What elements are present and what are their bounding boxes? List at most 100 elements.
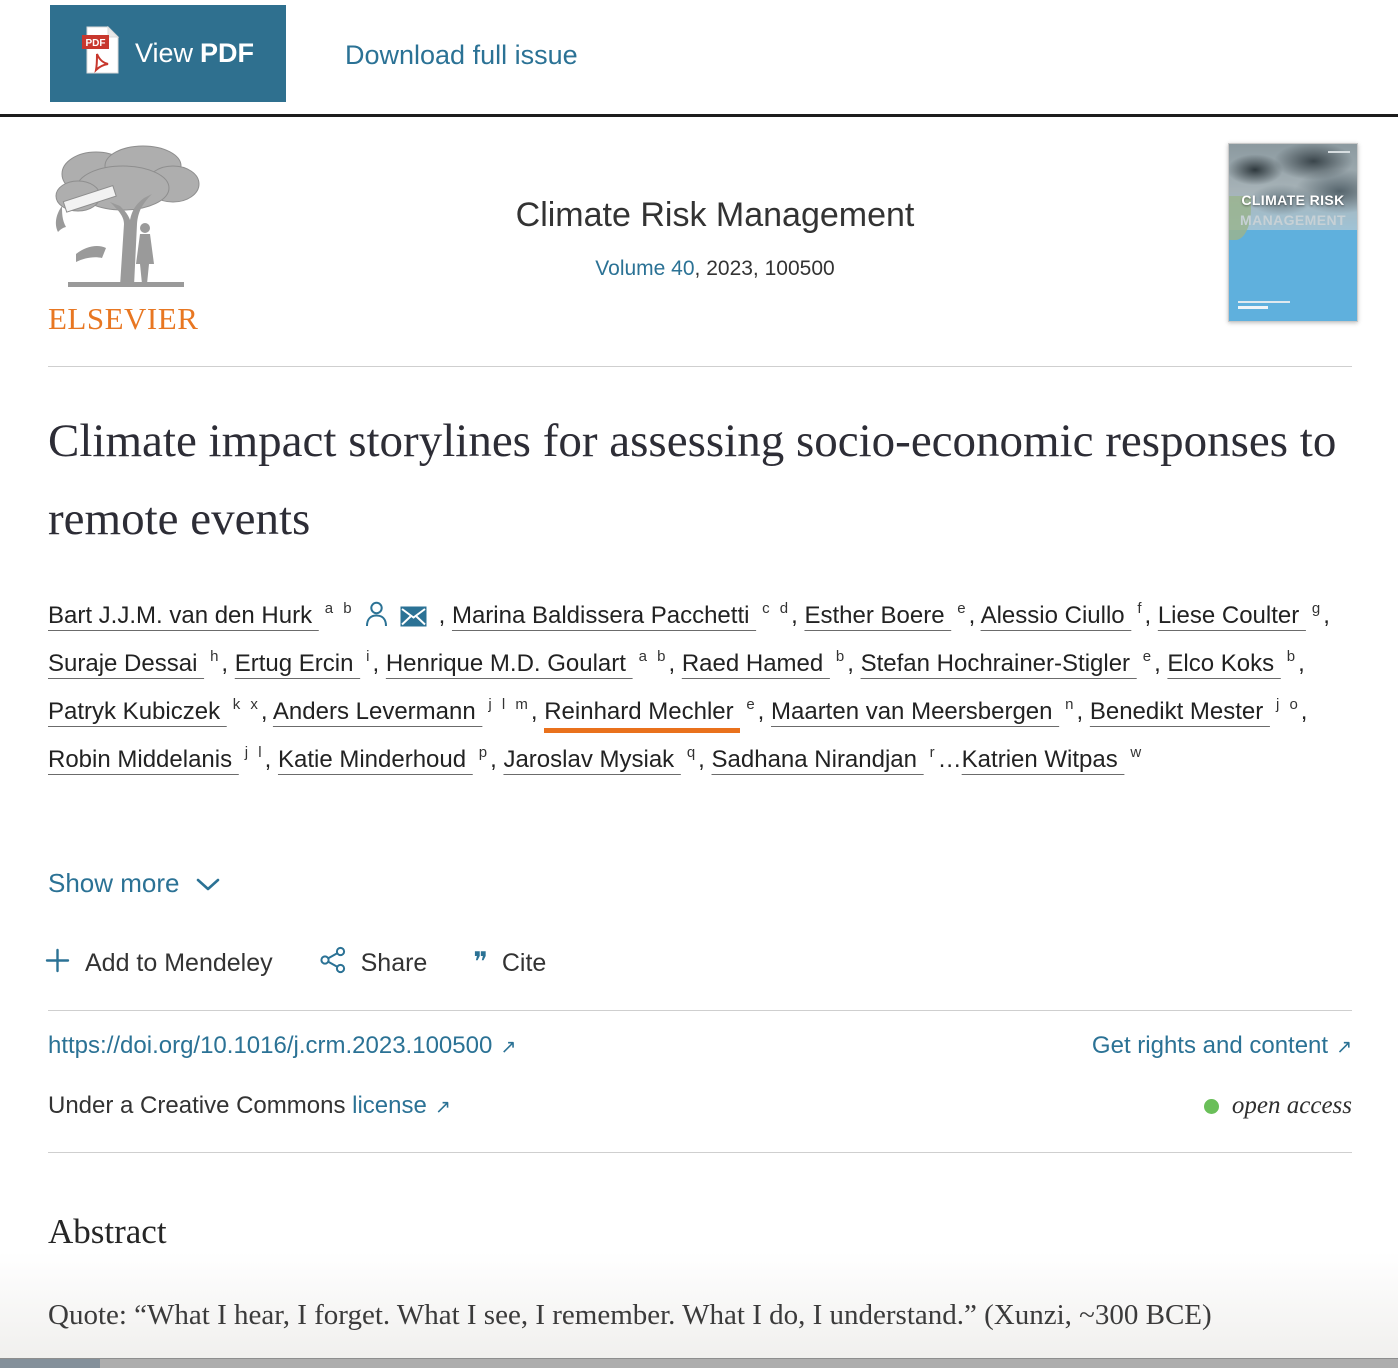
- view-pdf-button[interactable]: PDF View PDF: [50, 5, 286, 102]
- horizontal-scrollbar[interactable]: [0, 1358, 1398, 1368]
- author-link[interactable]: Patryk Kubiczek: [48, 698, 227, 725]
- author-link[interactable]: Esther Boere: [804, 602, 952, 629]
- rights-link[interactable]: Get rights and content ↗: [1091, 1032, 1352, 1059]
- author-affiliation-sup: c d: [762, 600, 792, 617]
- issue-suffix: , 2023, 100500: [694, 257, 835, 280]
- author-link[interactable]: Robin Middelanis: [48, 746, 239, 773]
- author-affiliation-sup: g: [1311, 600, 1324, 617]
- author-affiliation-sup: e: [957, 600, 969, 617]
- cover-title-line2: MANAGEMENT: [1240, 212, 1346, 228]
- cover-fineprint: [1238, 301, 1290, 303]
- elsevier-tree-icon: [48, 145, 206, 298]
- abstract-quote: Quote: “What I hear, I forget. What I se…: [48, 1299, 1212, 1331]
- author-separator: ,: [757, 698, 771, 725]
- svg-text:PDF: PDF: [85, 38, 105, 49]
- author-affiliation-sup: a b: [638, 648, 669, 665]
- action-label: Add to Mendeley: [85, 949, 273, 977]
- author-separator: ,: [221, 650, 235, 677]
- author-affiliation-sup: j l: [244, 744, 265, 761]
- author-link[interactable]: Liese Coulter: [1157, 602, 1306, 629]
- author-separator: ,: [438, 602, 452, 629]
- author-link[interactable]: Reinhard Mechler: [544, 698, 741, 733]
- author-affiliation-sup: e: [746, 696, 758, 713]
- author-separator: ,: [791, 602, 805, 629]
- author-affiliation-sup: n: [1065, 696, 1077, 713]
- view-pdf-label: View PDF: [134, 38, 255, 68]
- journal-title[interactable]: Climate Risk Management: [515, 196, 915, 234]
- cite-button[interactable]: ❞ Cite: [473, 949, 546, 978]
- author-affiliation-sup: a b: [324, 600, 355, 617]
- author-affiliation-sup: r: [929, 744, 938, 761]
- license-line: Under a Creative Commons license ↗: [48, 1092, 451, 1119]
- pdf-icon: PDF: [81, 25, 120, 81]
- page-fade: [0, 1252, 1398, 1368]
- quote-icon: ❞: [473, 947, 488, 978]
- author-separator: ,: [847, 650, 861, 677]
- open-access-dot: [1203, 1098, 1219, 1114]
- journal-issue-line: Volume 40, 2023, 100500: [240, 257, 1190, 281]
- author-separator: ,: [968, 602, 981, 629]
- author-affiliation-sup: p: [478, 744, 491, 761]
- author-separator: ,: [1076, 698, 1090, 725]
- author-link[interactable]: Elco Koks: [1167, 650, 1281, 677]
- author-link[interactable]: Marina Baldissera Pacchetti: [451, 602, 757, 629]
- scrollbar-thumb[interactable]: [0, 1359, 100, 1368]
- author-link[interactable]: Bart J.J.M. van den Hurk: [48, 602, 319, 629]
- share-button[interactable]: Share: [319, 946, 428, 981]
- author-link[interactable]: Anders Levermann: [272, 698, 483, 725]
- volume-link[interactable]: Volume 40: [595, 257, 695, 280]
- author-separator: ,: [1298, 650, 1305, 677]
- cover-fineprint: [1238, 306, 1268, 309]
- doi-link[interactable]: https://doi.org/10.1016/j.crm.2023.10050…: [48, 1032, 517, 1059]
- author-link[interactable]: Maarten van Meersbergen: [771, 698, 1060, 725]
- divider: [48, 1152, 1352, 1153]
- elsevier-logo[interactable]: ELSEVIER: [48, 136, 208, 337]
- external-link-icon: ↗: [500, 1036, 517, 1058]
- author-affiliation-sup: k x: [232, 696, 261, 713]
- author-separator: ,: [698, 746, 712, 773]
- divider: [48, 366, 1352, 367]
- license-link[interactable]: license ↗: [352, 1092, 451, 1119]
- action-bar: Add to Mendeley Share ❞ Cite: [44, 946, 546, 981]
- cover-title-line1: CLIMATE RISK: [1241, 192, 1345, 208]
- add-to-mendeley-button[interactable]: Add to Mendeley: [44, 947, 273, 981]
- author-link[interactable]: Suraje Dessai: [48, 650, 205, 677]
- author-link[interactable]: Henrique M.D. Goulart: [385, 650, 633, 677]
- action-label: Cite: [501, 949, 547, 977]
- author-affiliation-sup: h: [210, 648, 222, 665]
- cover-corner-note: [1328, 151, 1350, 153]
- person-icon[interactable]: [365, 601, 400, 629]
- author-affiliation-sup: i: [366, 648, 373, 665]
- author-separator: …: [937, 746, 962, 773]
- author-link[interactable]: Ertug Ercin: [234, 650, 361, 677]
- author-separator: ,: [1300, 698, 1308, 725]
- journal-cover[interactable]: CLIMATE RISK MANAGEMENT: [1228, 143, 1358, 322]
- author-separator: ,: [264, 746, 278, 773]
- author-link[interactable]: Katrien Witpas: [961, 746, 1125, 773]
- author-link[interactable]: Jaroslav Mysiak: [503, 746, 681, 773]
- author-separator: ,: [260, 698, 273, 725]
- author-link[interactable]: Raed Hamed: [681, 650, 830, 677]
- download-full-issue-link[interactable]: Download full issue: [345, 39, 578, 70]
- show-more-button[interactable]: Show more: [48, 868, 220, 899]
- author-affiliation-sup: j l m: [488, 696, 531, 713]
- author-separator: ,: [490, 746, 504, 773]
- author-affiliation-sup: j o: [1275, 696, 1301, 713]
- author-link[interactable]: Sadhana Nirandjan: [711, 746, 924, 773]
- external-link-icon: ↗: [1336, 1036, 1352, 1058]
- author-link[interactable]: Alessio Ciullo: [980, 602, 1132, 629]
- author-link[interactable]: Stefan Hochrainer-Stigler: [860, 650, 1137, 677]
- author-link[interactable]: Katie Minderhoud: [277, 746, 473, 773]
- author-affiliation-sup: f: [1137, 600, 1145, 617]
- author-separator: ,: [1154, 650, 1168, 677]
- chevron-down-icon: [196, 868, 220, 899]
- external-link-icon: ↗: [434, 1096, 451, 1118]
- article-title: Climate impact storylines for assessing …: [48, 415, 1337, 545]
- action-label: Share: [360, 949, 428, 977]
- cover-land-accent: [1229, 196, 1251, 240]
- author-affiliation-sup: w: [1130, 744, 1145, 761]
- envelope-icon[interactable]: [400, 602, 439, 629]
- share-icon: [319, 946, 347, 981]
- author-link[interactable]: Benedikt Mester: [1089, 698, 1270, 725]
- author-separator: ,: [1144, 602, 1158, 629]
